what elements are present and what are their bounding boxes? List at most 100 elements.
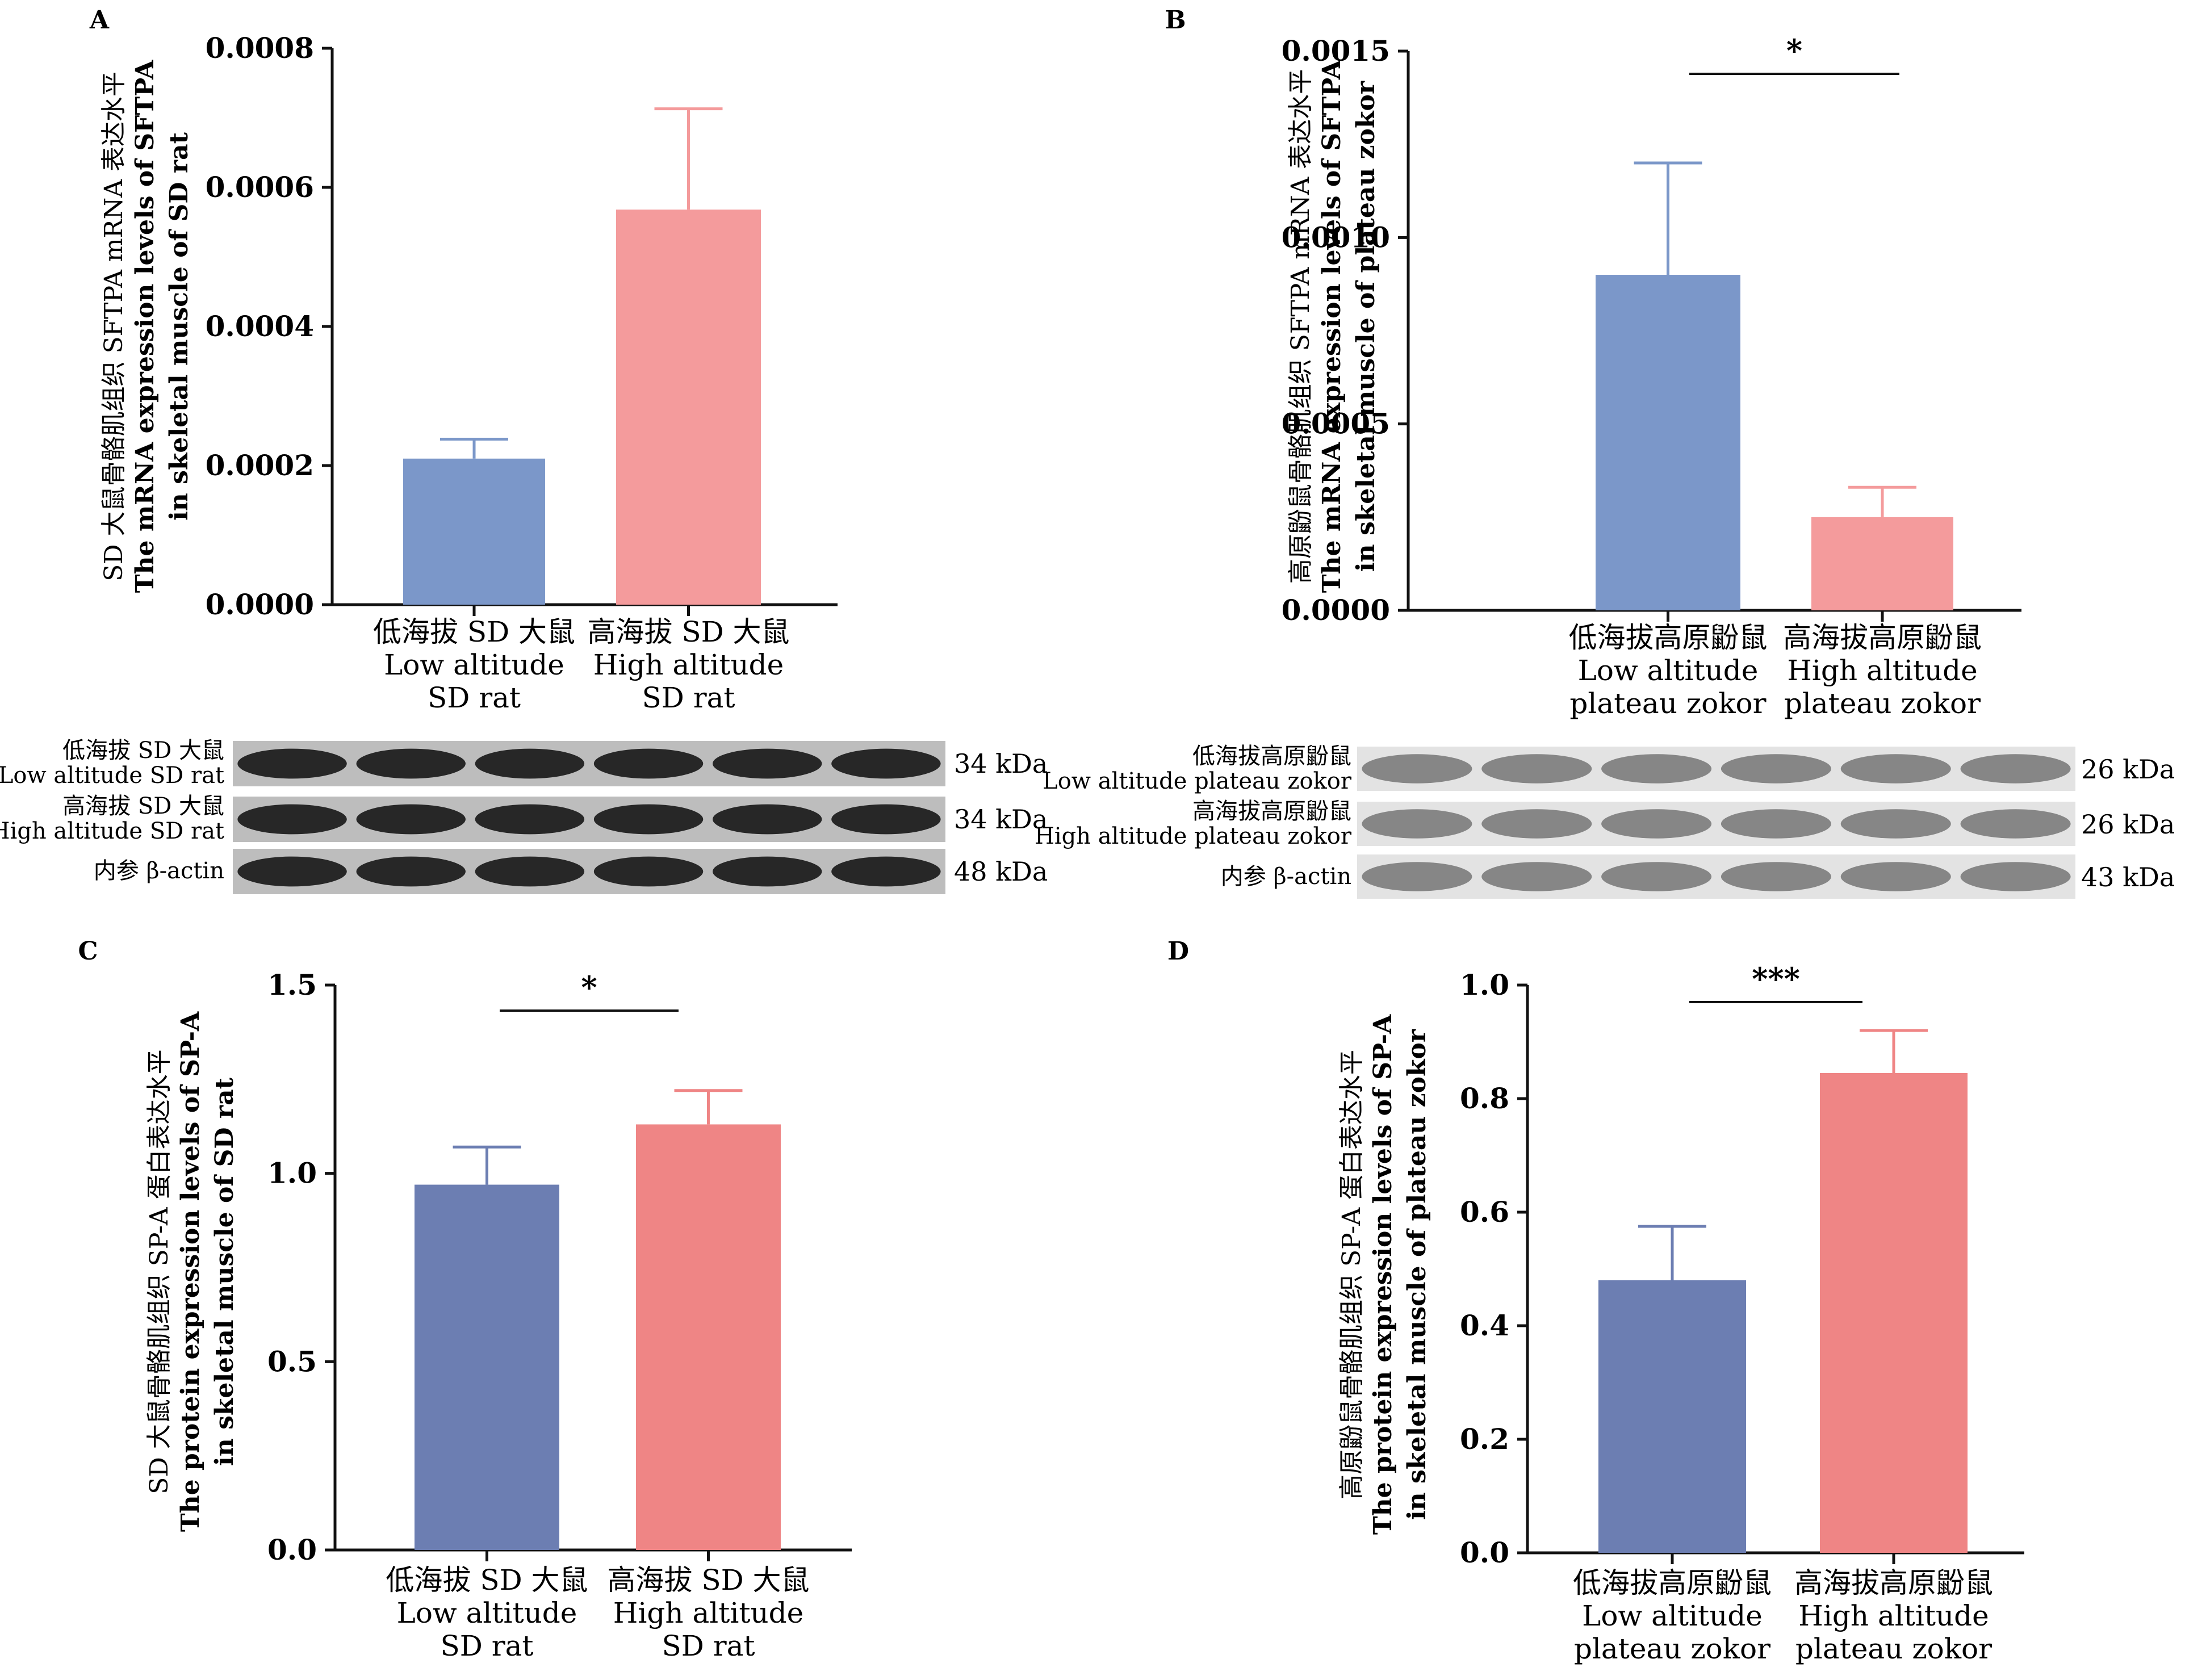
significance-marker: * <box>1786 32 1802 69</box>
y-tick-label: 0.0000 <box>206 588 314 621</box>
blot-row-label: Low altitude SD rat <box>0 763 224 789</box>
blot-strip <box>233 849 945 894</box>
y-tick-label: 0.8 <box>1460 1082 1509 1115</box>
blot-band <box>1481 754 1592 784</box>
blot-kda-label: 34 kDa <box>954 804 1048 835</box>
x-category-label: plateau zokor <box>1574 1632 1770 1665</box>
y-tick-label: 0.6 <box>1460 1195 1509 1229</box>
y-tick-label: 1.0 <box>267 1157 317 1190</box>
blot-band <box>356 804 466 835</box>
y-tick-label: 0.0015 <box>1282 34 1390 68</box>
x-category-label: 低海拔 SD 大鼠 <box>373 615 575 648</box>
blot-band <box>356 748 466 779</box>
x-category-label: 高海拔 SD 大鼠 <box>587 615 789 648</box>
x-category-label: 高海拔 SD 大鼠 <box>607 1564 809 1597</box>
y-tick-label: 0.0 <box>267 1533 317 1566</box>
blot-row-label: High altitude SD rat <box>0 818 224 844</box>
blot-band <box>475 804 585 835</box>
y-axis-label: 高原鼢鼠骨骼肌组织 SP-A 蛋白表达水平 <box>1337 1050 1366 1499</box>
x-category-label: 高海拔高原鼢鼠 <box>1783 621 1982 654</box>
blot-band <box>475 748 585 779</box>
y-axis-label: in skeletal muscle of plateau zokor <box>1351 81 1380 572</box>
y-axis-label: in skeletal muscle of plateau zokor <box>1403 1029 1431 1520</box>
blot-row-label: 高海拔高原鼢鼠 <box>1192 798 1351 824</box>
panel-letter: B <box>1165 6 1186 35</box>
y-axis-label: 高原鼢鼠骨骼肌组织 SFTPA mRNA 表达水平 <box>1286 69 1315 584</box>
blot-band <box>1481 809 1592 839</box>
x-category-label: SD rat <box>662 1629 755 1662</box>
bar <box>415 1184 559 1550</box>
x-category-label: 低海拔高原鼢鼠 <box>1573 1566 1772 1599</box>
blot-band <box>593 804 704 835</box>
y-tick-label: 0.0006 <box>206 170 314 204</box>
blot-row-label: 低海拔高原鼢鼠 <box>1192 743 1351 769</box>
blot-strip <box>233 741 945 786</box>
blot-band <box>1601 809 1712 839</box>
x-category-label: Low altitude <box>384 648 564 681</box>
chart-panel-a: A 0.0000 0.0002 0.0004 0.0006 0.0008 低海拔 SD 大鼠… <box>89 6 838 714</box>
blot-band <box>1721 862 1831 891</box>
bar <box>403 458 545 605</box>
bar <box>1811 517 1953 610</box>
panel-letter: C <box>78 937 98 966</box>
bar <box>1598 1280 1746 1553</box>
blot-row-label: 内参 β-actin <box>1221 864 1351 890</box>
blot-band <box>237 804 347 835</box>
blot-strip <box>233 797 945 842</box>
blot-row-label: 低海拔 SD 大鼠 <box>62 738 224 764</box>
y-tick-label: 0.4 <box>1460 1309 1509 1342</box>
x-category-label: 低海拔 SD 大鼠 <box>386 1564 588 1597</box>
x-category-label: High altitude <box>613 1597 803 1629</box>
blot-band <box>1481 862 1592 891</box>
bar <box>636 1124 781 1550</box>
y-axis-label: in skeletal muscle of SD rat <box>165 132 194 521</box>
y-axis-label: The protein expression levels of SP-A <box>176 1011 205 1532</box>
y-tick-label: 0.0005 <box>1282 407 1390 441</box>
x-category-label: SD rat <box>642 681 735 714</box>
blot-kda-label: 26 kDa <box>2081 809 2175 840</box>
blot-band <box>1840 862 1951 891</box>
blot-kda-label: 43 kDa <box>2081 862 2175 893</box>
blot-band <box>593 748 704 779</box>
bar <box>616 210 761 605</box>
blot-band <box>1960 862 2071 891</box>
y-axis-label: in skeletal muscle of SD rat <box>210 1077 239 1466</box>
blot-band <box>1721 754 1831 784</box>
blot-band <box>1840 809 1951 839</box>
panel-letter: D <box>1167 937 1189 966</box>
blot-band <box>713 856 822 887</box>
blot-strip <box>1357 747 2075 791</box>
blot-band <box>237 856 347 887</box>
y-tick-label: 0.0002 <box>206 449 314 482</box>
bar <box>1820 1073 1968 1553</box>
y-tick-label: 0.0 <box>1460 1536 1509 1569</box>
blot-band <box>713 748 822 779</box>
blot-band <box>1362 809 1472 839</box>
y-axis-label: The protein expression levels of SP-A <box>1368 1014 1397 1535</box>
blot-kda-label: 48 kDa <box>954 856 1048 887</box>
blot-row-label: Low altitude plateau zokor <box>1043 768 1352 794</box>
x-category-label: Low altitude <box>1578 654 1759 687</box>
blot-band <box>356 856 466 887</box>
blot-band <box>1601 754 1712 784</box>
y-tick-label: 1.0 <box>1460 968 1509 1002</box>
x-category-label: Low altitude <box>397 1597 577 1629</box>
blot-band <box>1362 754 1472 784</box>
blot-band <box>475 856 585 887</box>
x-category-label: 高海拔高原鼢鼠 <box>1794 1566 1993 1599</box>
blot-band <box>237 748 347 779</box>
y-tick-label: 0.0000 <box>1282 593 1390 627</box>
x-category-label: plateau zokor <box>1784 687 1981 720</box>
blot-band <box>831 856 941 887</box>
x-category-label: High altitude <box>1798 1599 1989 1632</box>
blot-row-label: 内参 β-actin <box>94 858 224 884</box>
y-axis-label: The mRNA expression levels of SFTPA <box>131 60 160 593</box>
blot-band <box>1960 754 2071 784</box>
blot-band <box>1362 862 1472 891</box>
blot-band <box>1601 862 1712 891</box>
